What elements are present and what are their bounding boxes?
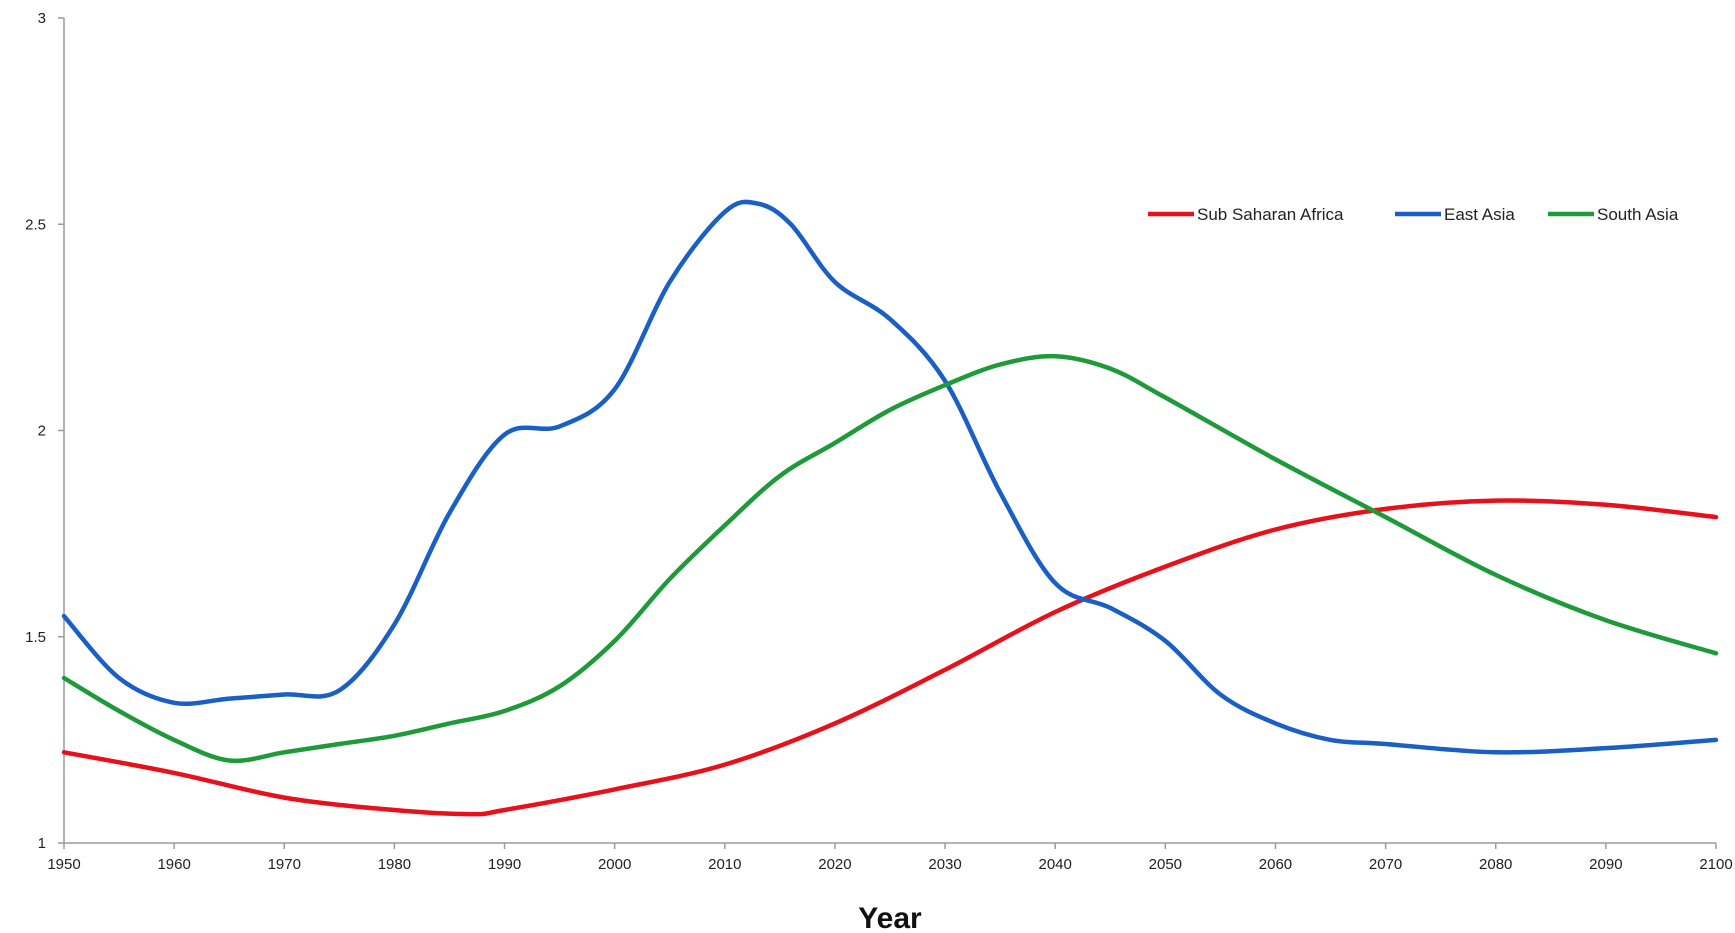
x-tick-label: 2050 xyxy=(1149,856,1182,873)
series-line-east-asia xyxy=(61,199,1719,755)
y-tick-label: 2.5 xyxy=(25,216,46,233)
series-line-sub-saharan-africa xyxy=(61,498,1719,817)
x-tick-label: 1970 xyxy=(268,856,301,873)
y-tick-label: 3 xyxy=(38,10,46,27)
series-layer xyxy=(61,199,1719,817)
x-tick-label: 1980 xyxy=(378,856,411,873)
legend-label-east-asia: East Asia xyxy=(1444,205,1515,224)
x-tick-label: 1950 xyxy=(47,856,80,873)
x-tick-label: 2060 xyxy=(1259,856,1292,873)
x-tick-label: 2040 xyxy=(1039,856,1072,873)
x-tick-label: 2000 xyxy=(598,856,631,873)
x-tick-label: 2030 xyxy=(928,856,961,873)
y-tick-label: 1.5 xyxy=(25,629,46,646)
x-tick-label: 2080 xyxy=(1479,856,1512,873)
x-axis-title: Year xyxy=(858,902,922,933)
x-tick-label: 2090 xyxy=(1589,856,1622,873)
legend-label-sub-saharan-africa: Sub Saharan Africa xyxy=(1197,205,1344,224)
x-tick-label: 2020 xyxy=(818,856,851,873)
x-tick-label: 2010 xyxy=(708,856,741,873)
x-tick-label: 1990 xyxy=(488,856,521,873)
axes: 1 1.5 2 2.5 3 1950 1960 1970 1980 1990 2000 2010 202… xyxy=(25,10,1733,873)
legend: Sub Saharan Africa East Asia South Asia xyxy=(1148,205,1679,224)
series-line-south-asia xyxy=(61,353,1719,764)
legend-label-south-asia: South Asia xyxy=(1597,205,1679,224)
y-tick-label: 1 xyxy=(38,835,46,852)
y-tick-label: 2 xyxy=(38,423,46,440)
x-tick-label: 2100 xyxy=(1699,856,1732,873)
x-tick-label: 2070 xyxy=(1369,856,1402,873)
x-tick-label: 1960 xyxy=(157,856,190,873)
